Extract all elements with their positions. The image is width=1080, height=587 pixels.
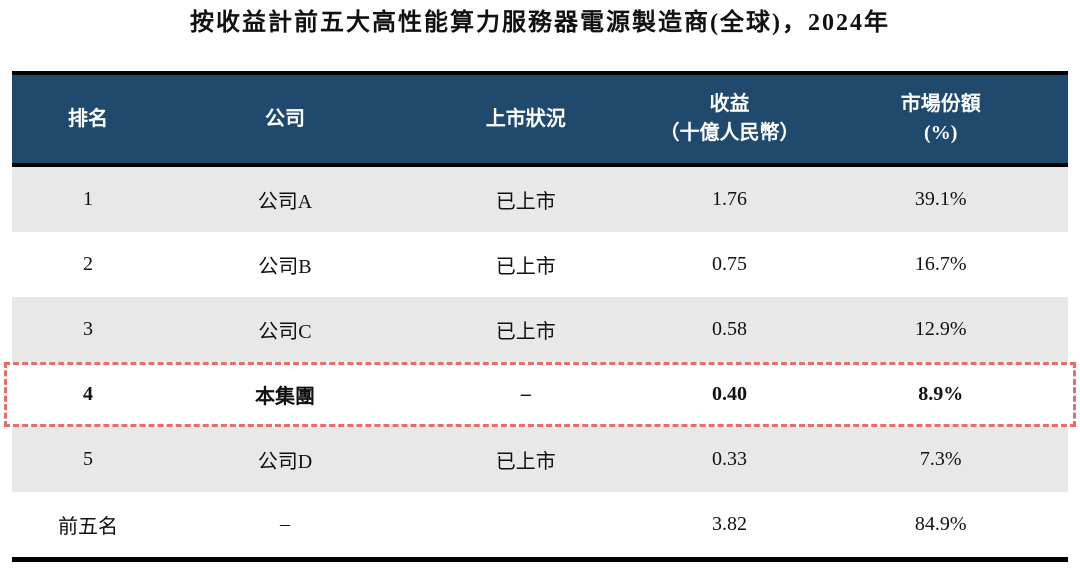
cell-revenue: 0.75 xyxy=(712,253,748,276)
cell-company: – xyxy=(279,513,290,536)
table-row: 4 本集團 – 0.40 8.9% xyxy=(4,362,1076,428)
column-header-rank: 排名 xyxy=(12,75,164,163)
cell-market-share: 8.9% xyxy=(918,383,964,406)
cell-listing-status: 已上市 xyxy=(495,256,556,279)
column-header-company-label: 公司 xyxy=(264,107,305,130)
column-header-revenue-label: 收益 xyxy=(709,93,750,116)
cell-listing-status xyxy=(406,492,646,557)
cell-market-share: 12.9% xyxy=(914,318,967,341)
cell-company: 公司A xyxy=(257,191,313,214)
column-header-company: 公司 xyxy=(164,75,406,163)
cell-revenue: 0.40 xyxy=(712,383,748,406)
cell-listing-status: 已上市 xyxy=(495,191,556,214)
column-header-market-share: 市場份額 (%) xyxy=(813,75,1067,163)
column-header-listing-status-label: 上市狀況 xyxy=(485,107,566,130)
cell-revenue: 0.33 xyxy=(712,448,748,471)
cell-listing-status: – xyxy=(520,383,531,406)
cell-rank: 2 xyxy=(83,253,94,276)
cell-market-share: 84.9% xyxy=(914,513,967,536)
column-header-revenue: 收益 （十億人民幣） xyxy=(646,75,814,163)
cell-rank: 1 xyxy=(83,188,94,211)
table-row: 1 公司A 已上市 1.76 39.1% xyxy=(12,167,1068,233)
cell-rank: 3 xyxy=(83,318,94,341)
table-body: 1 公司A 已上市 1.76 39.1% 2 公司B 已上市 0.75 16.7… xyxy=(4,167,1076,563)
cell-listing-status: 已上市 xyxy=(495,451,556,474)
cell-company: 公司C xyxy=(258,321,312,344)
cell-company: 公司D xyxy=(257,451,313,474)
cell-rank: 5 xyxy=(83,448,94,471)
column-header-market-share-unit: (%) xyxy=(924,122,958,145)
cell-rank: 前五名 xyxy=(58,516,119,539)
table-row: 前五名 – 3.82 84.9% xyxy=(12,492,1068,558)
cell-listing-status: 已上市 xyxy=(495,321,556,344)
cell-company: 本集團 xyxy=(254,386,315,409)
cell-revenue: 1.76 xyxy=(712,188,748,211)
column-header-market-share-label: 市場份額 xyxy=(900,93,981,116)
cell-market-share: 16.7% xyxy=(914,253,967,276)
cell-company: 公司B xyxy=(258,256,312,279)
cell-market-share: 39.1% xyxy=(914,188,967,211)
figure-title: 按收益計前五大高性能算力服務器電源製造商(全球)，2024年 xyxy=(190,10,890,36)
cell-rank: 4 xyxy=(83,383,94,406)
cell-revenue: 3.82 xyxy=(712,513,748,536)
cell-market-share: 7.3% xyxy=(919,448,962,471)
column-header-revenue-unit: （十億人民幣） xyxy=(659,122,800,145)
table-row: 2 公司B 已上市 0.75 16.7% xyxy=(12,232,1068,298)
column-header-rank-label: 排名 xyxy=(68,107,109,130)
table-header-row: 排名 公司 上市狀況 收益 （十億人民幣） 市場份額 (%) xyxy=(12,71,1068,168)
table-row: 3 公司C 已上市 0.58 12.9% xyxy=(12,297,1068,363)
table-row: 5 公司D 已上市 0.33 7.3% xyxy=(12,427,1068,493)
column-header-listing-status: 上市狀況 xyxy=(406,75,646,163)
cell-revenue: 0.58 xyxy=(712,318,748,341)
top5-manufacturers-table: 排名 公司 上市狀況 收益 （十億人民幣） 市場份額 (%) 1 公司A 已上市… xyxy=(4,71,1076,563)
